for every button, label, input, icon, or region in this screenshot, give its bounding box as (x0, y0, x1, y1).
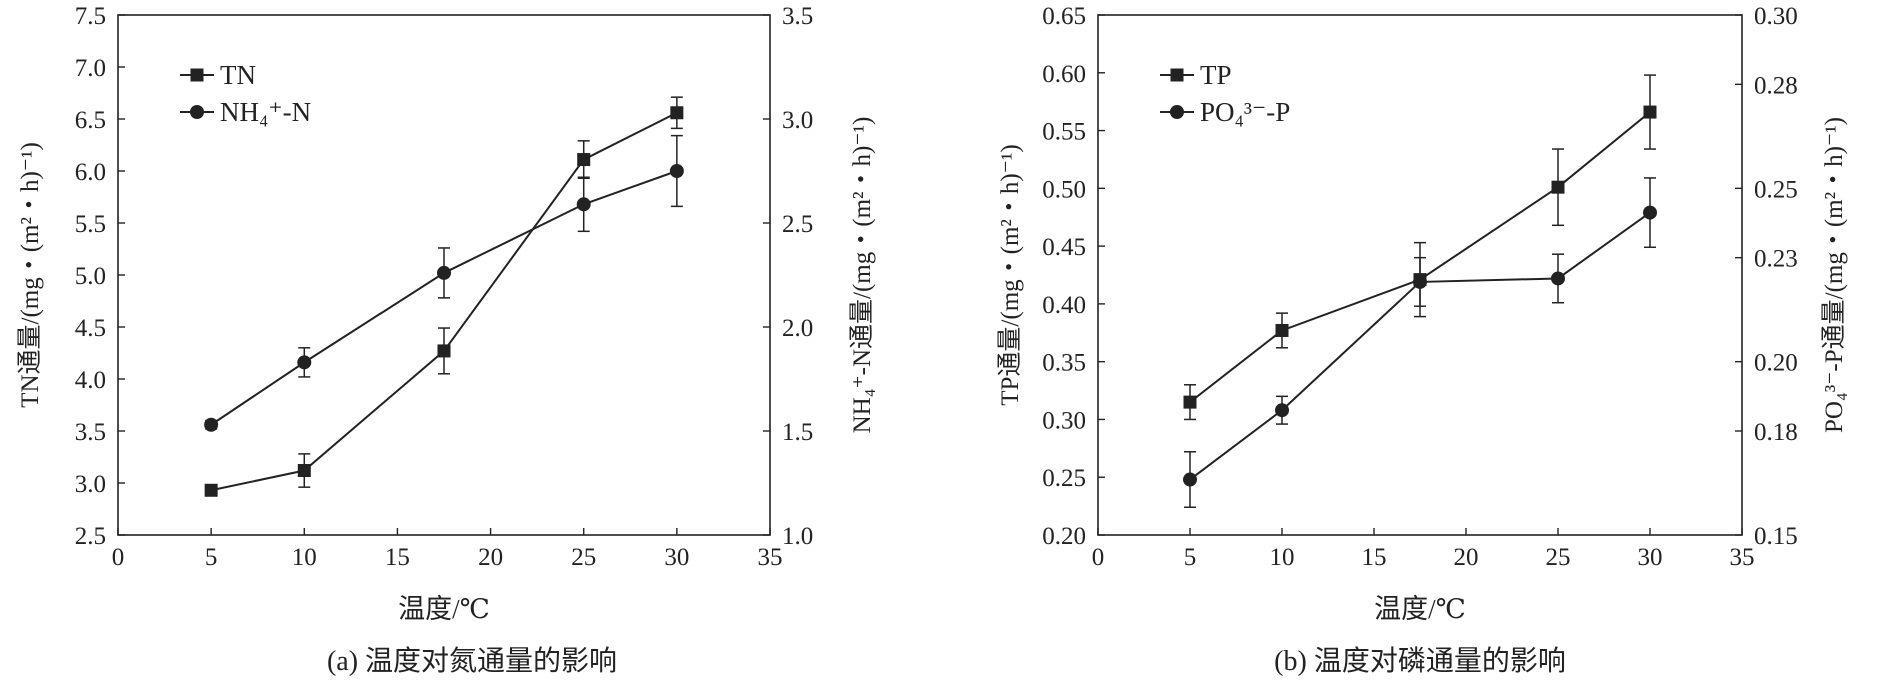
data-point-circle (1275, 403, 1289, 418)
y-right-tick-label: 0.25 (1754, 176, 1798, 203)
legend-marker-square (190, 68, 204, 82)
y-left-tick-label: 0.20 (1042, 523, 1086, 550)
legend-marker-circle (1170, 105, 1184, 119)
y-right-tick-label: 1.0 (782, 523, 813, 550)
data-point-square (1183, 395, 1197, 409)
x-tick-label: 10 (1270, 544, 1295, 571)
data-point-square (297, 464, 311, 478)
legend-marker-square (1170, 68, 1184, 82)
data-point-circle (297, 355, 312, 370)
series-square (204, 96, 684, 497)
y-right-axis-label: PO₄³⁻-P通量/(mg・(m²・h)⁻¹) (1821, 117, 1848, 433)
data-point-circle (1643, 205, 1657, 220)
x-tick-label: 5 (1184, 544, 1197, 571)
y-left-tick-label: 6.0 (75, 159, 106, 186)
y-right-tick-label: 3.5 (782, 3, 813, 30)
y-right-tick-label: 3.0 (782, 107, 813, 134)
y-left-tick-label: 0.65 (1042, 3, 1086, 30)
data-point-square (437, 344, 451, 358)
data-point-square (1275, 323, 1289, 337)
legend-label: PO₄³⁻-P (1200, 97, 1290, 127)
x-tick-label: 15 (1362, 544, 1387, 571)
series-line (210, 111, 678, 492)
y-left-tick-label: 5.0 (75, 263, 106, 290)
chart-a: 0 5 10 15 20 25 30 35 2.5 3.0 3.5 4.0 4.5 5.0 5.5 6.0 6.… (17, 3, 876, 677)
data-point-square (1551, 180, 1565, 194)
data-point-circle (437, 265, 451, 280)
y-left-axis-label: TN通量/(mg・(m²・h)⁻¹) (17, 142, 44, 408)
legend-label: TN (220, 60, 256, 90)
data-point-square (204, 483, 218, 497)
legend-label: NH₄⁺-N (220, 97, 311, 127)
y-left-tick-label: 0.60 (1042, 61, 1086, 88)
series-circle (204, 134, 684, 432)
legend-entry: TP (1160, 60, 1232, 90)
y-right-tick-label: 0.15 (1754, 523, 1798, 550)
legend-entry: TN (180, 60, 256, 90)
y-left-tick-label: 3.5 (75, 419, 106, 446)
y-right-tick-label: 0.28 (1754, 72, 1798, 99)
legend-marker-circle (190, 105, 204, 119)
x-axis-label: 温度/℃ (1374, 594, 1466, 624)
y-right-tick-label: 2.0 (782, 315, 813, 342)
y-right-tick-label: 0.23 (1754, 246, 1798, 273)
x-tick-label: 25 (571, 544, 596, 571)
x-tick-label: 25 (1546, 544, 1571, 571)
data-point-circle (576, 197, 591, 212)
data-point-circle (669, 164, 684, 178)
y-left-tick-label: 0.45 (1042, 234, 1086, 261)
y-left-tick-label: 0.30 (1042, 407, 1086, 434)
x-tick-label: 0 (112, 544, 125, 571)
y-right-axis-label: NH₄⁺-N通量/(mg・(m²・h)⁻¹) (849, 117, 876, 434)
data-point-circle (204, 417, 219, 432)
y-left-tick-label: 3.0 (75, 471, 106, 498)
y-right-tick-label: 1.5 (782, 419, 813, 446)
x-tick-label: 0 (1092, 544, 1105, 571)
y-left-tick-label: 0.50 (1042, 176, 1086, 203)
data-point-square (577, 153, 591, 167)
y-left-tick-label: 0.35 (1042, 350, 1086, 377)
y-left-tick-label: 5.5 (75, 211, 106, 238)
x-tick-label: 15 (385, 544, 410, 571)
y-left-tick-label: 0.25 (1042, 465, 1086, 492)
y-right-tick-label: 2.5 (782, 211, 813, 238)
plot-frame (1097, 14, 1743, 536)
figure-caption: (a) 温度对氮通量的影响 (327, 645, 617, 677)
chart-b: 0 5 10 15 20 25 30 35 0.20 0.25 0.30 0.35 0.40 0.45 0.… (997, 3, 1848, 677)
data-point-circle (1551, 271, 1565, 286)
legend-label: TP (1200, 60, 1232, 90)
x-tick-label: 30 (1638, 544, 1663, 571)
y-left-tick-label: 7.5 (75, 3, 106, 30)
data-point-circle (1183, 472, 1197, 487)
x-tick-label: 35 (1730, 544, 1755, 571)
series-circle (1183, 177, 1657, 509)
figure-caption: (b) 温度对磷通量的影响 (1274, 645, 1566, 677)
y-right-tick-label: 0.18 (1754, 419, 1798, 446)
x-tick-label: 30 (664, 544, 689, 571)
x-tick-label: 20 (478, 544, 503, 571)
y-left-tick-label: 2.5 (75, 523, 106, 550)
y-left-tick-label: 7.0 (75, 55, 106, 82)
y-right-tick-label: 0.30 (1754, 3, 1798, 30)
y-left-axis-label: TP通量/(mg・(m²・h)⁻¹) (997, 144, 1024, 406)
y-left-tick-label: 6.5 (75, 107, 106, 134)
x-axis-label: 温度/℃ (398, 594, 490, 624)
y-left-tick-label: 0.40 (1042, 292, 1086, 319)
y-left-tick-label: 0.55 (1042, 119, 1086, 146)
y-left-tick-label: 4.5 (75, 315, 106, 342)
data-point-square (1643, 105, 1657, 119)
x-tick-label: 20 (1454, 544, 1479, 571)
x-tick-label: 5 (205, 544, 218, 571)
data-point-circle (1413, 274, 1427, 289)
y-left-tick-label: 4.0 (75, 367, 106, 394)
x-tick-label: 35 (758, 544, 783, 571)
legend-entry: NH₄⁺-N (180, 97, 311, 127)
legend-entry: PO₄³⁻-P (1160, 97, 1290, 127)
data-point-square (670, 106, 684, 120)
y-right-tick-label: 0.20 (1754, 350, 1798, 377)
x-tick-label: 10 (292, 544, 317, 571)
